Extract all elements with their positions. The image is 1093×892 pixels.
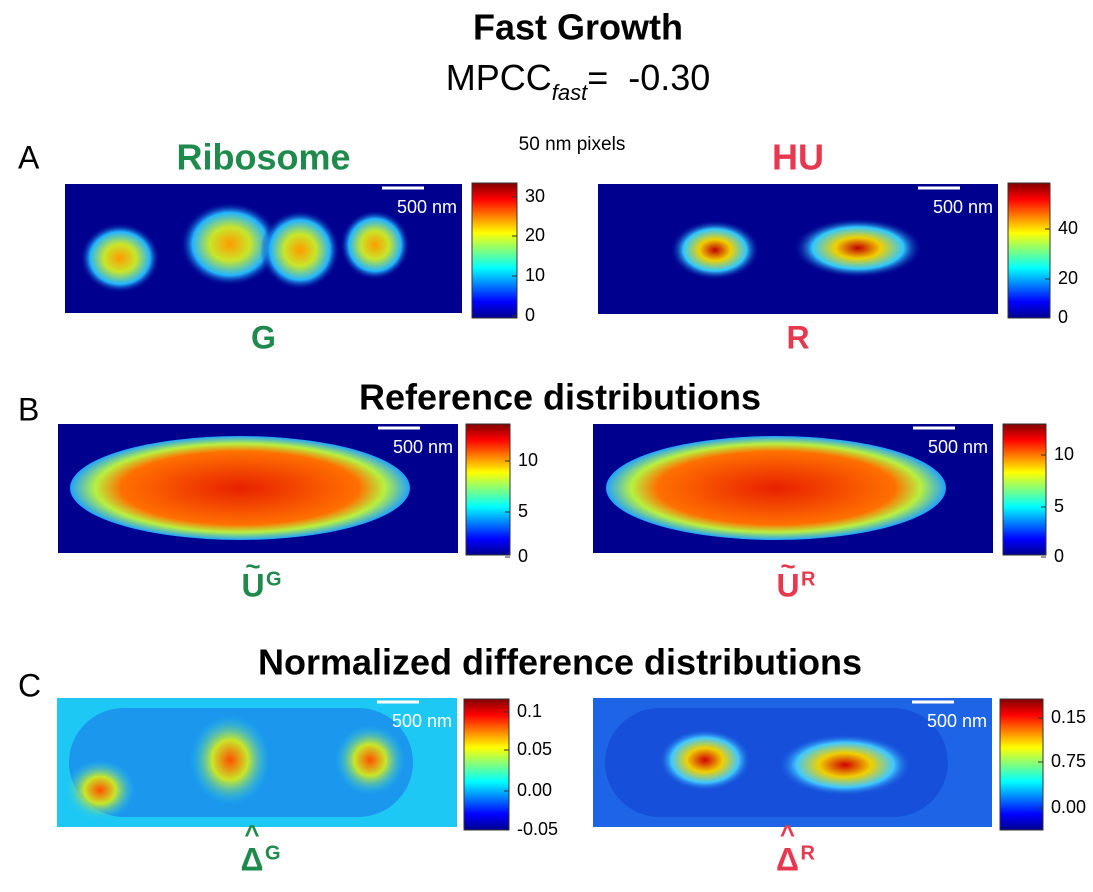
colorbar <box>1000 699 1043 830</box>
panel-letter: A <box>18 139 40 175</box>
colorbar-tick-label: 0 <box>1058 307 1068 327</box>
colorbar <box>1008 183 1050 318</box>
colorbar-tick-label: 0.15 <box>1051 707 1086 727</box>
row-heading: Normalized difference distributions <box>258 642 862 683</box>
scale-bar-label: 500 nm <box>928 437 988 457</box>
row-heading: Reference distributions <box>359 377 761 418</box>
colorbar-tick-label: 0.05 <box>517 739 552 759</box>
colorbar-tick-label: 20 <box>525 225 545 245</box>
intensity-blob <box>260 210 340 290</box>
accent: ~ <box>780 551 795 581</box>
panel-letter: B <box>18 391 39 427</box>
accent: ~ <box>245 551 260 581</box>
colorbar-tick-label: 0 <box>1054 546 1064 566</box>
intensity-blob <box>340 210 410 280</box>
intensity-blob <box>606 436 946 540</box>
panel-title: Ribosome <box>176 137 350 178</box>
intensity-blob <box>190 715 270 805</box>
colorbar <box>1003 424 1046 555</box>
metric-value: = -0.30 <box>587 57 710 98</box>
panel-title: HU <box>772 137 824 178</box>
panel-letter: C <box>18 667 41 703</box>
colorbar-tick-label: -0.05 <box>517 819 558 839</box>
colorbar-tick-label: 0.00 <box>1051 797 1086 817</box>
panel-label: G <box>251 319 276 355</box>
colorbar-tick-label: 0.1 <box>517 701 542 721</box>
colorbar <box>464 699 509 830</box>
title: Fast Growth <box>473 7 683 48</box>
colorbar-tick-label: 0.75 <box>1051 751 1086 771</box>
scale-bar-label: 500 nm <box>397 197 457 217</box>
colorbar-tick-label: 0.00 <box>517 780 552 800</box>
colorbar-tick-label: 5 <box>1054 496 1064 516</box>
colorbar-tick-label: 10 <box>1054 444 1074 464</box>
accent: ^ <box>780 819 795 849</box>
panel-label-sup: R <box>801 842 816 864</box>
panel-label-sup: R <box>801 568 816 590</box>
colorbar-tick-label: 0 <box>518 546 528 566</box>
pixel-note: 50 nm pixels <box>519 134 626 155</box>
scale-bar-label: 500 nm <box>393 437 453 457</box>
intensity-blob <box>65 760 135 820</box>
colorbar-tick-label: 0 <box>525 305 535 325</box>
intensity-blob <box>335 725 405 795</box>
intensity-blob <box>660 730 750 790</box>
intensity-blob <box>80 223 160 293</box>
colorbar-tick-label: 5 <box>518 501 528 521</box>
colorbar <box>466 424 510 555</box>
panel-label-sup: G <box>265 842 281 864</box>
colorbar-tick-label: 10 <box>518 450 538 470</box>
intensity-blob <box>793 218 923 278</box>
metric: MPCCfast= -0.30 <box>446 57 711 105</box>
accent: ^ <box>244 819 259 849</box>
metric-subscript: fast <box>552 80 588 105</box>
figure: Fast Growth MPCCfast= -0.30 50 nm pixels… <box>0 0 1093 892</box>
colorbar-tick-label: 10 <box>525 265 545 285</box>
intensity-blob <box>70 436 410 540</box>
colorbar-tick-label: 30 <box>525 186 545 206</box>
intensity-blob <box>780 735 910 795</box>
panel-label-sup: G <box>266 568 282 590</box>
scale-bar-label: 500 nm <box>927 711 987 731</box>
intensity-blob <box>670 220 760 280</box>
scale-bar-label: 500 nm <box>392 711 452 731</box>
scale-bar-label: 500 nm <box>933 197 993 217</box>
colorbar <box>472 183 517 318</box>
metric-name: MPCC <box>446 57 552 98</box>
colorbar-tick-label: 20 <box>1058 268 1078 288</box>
colorbar-tick-label: 40 <box>1058 218 1078 238</box>
panel-label: R <box>786 319 809 355</box>
